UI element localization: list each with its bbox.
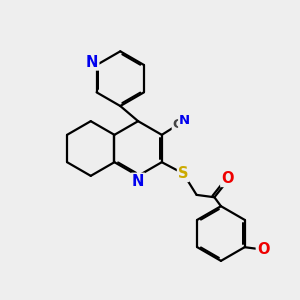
Text: S: S — [178, 166, 188, 181]
Text: N: N — [132, 174, 144, 189]
Text: C: C — [173, 118, 182, 131]
Text: N: N — [179, 114, 190, 128]
Text: O: O — [221, 171, 234, 186]
Text: O: O — [257, 242, 269, 257]
Text: N: N — [86, 55, 98, 70]
